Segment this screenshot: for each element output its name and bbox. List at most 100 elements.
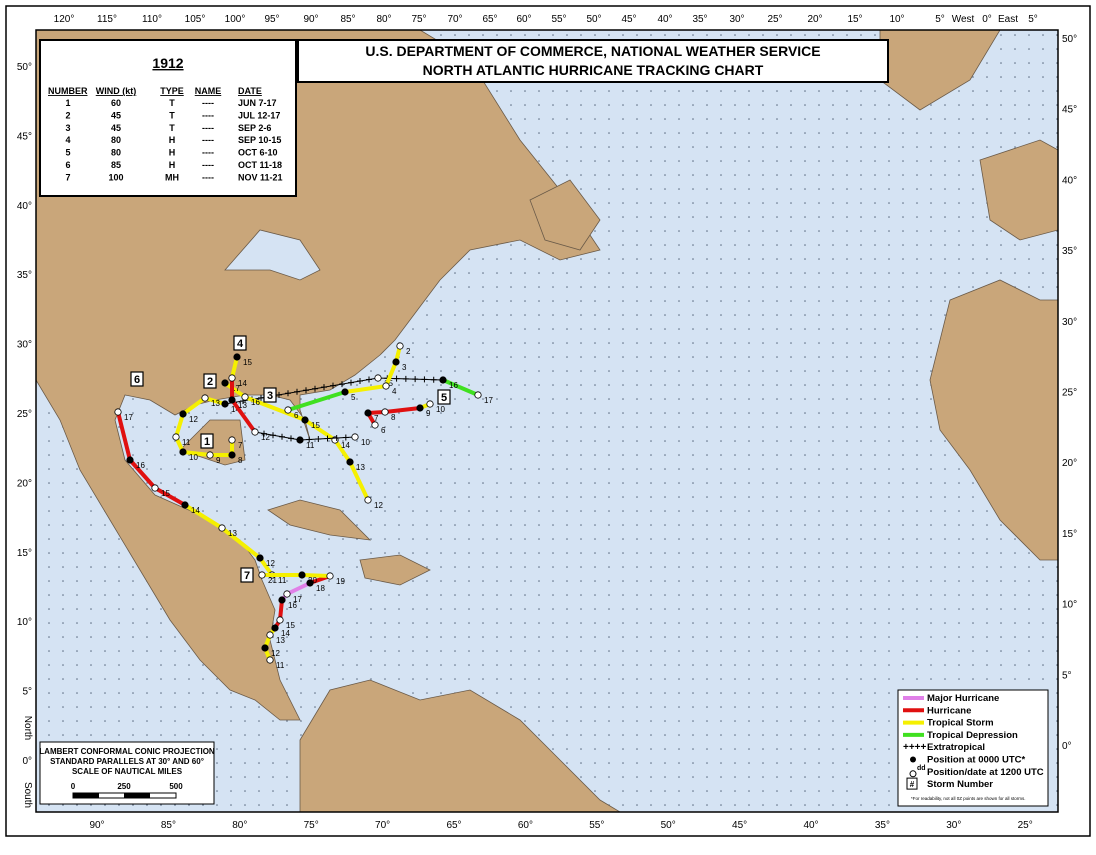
extratropical-cross bbox=[324, 435, 331, 442]
track-day-label: 11 bbox=[306, 441, 315, 450]
legend-swatch bbox=[909, 770, 917, 778]
extratropical-cross bbox=[339, 381, 345, 388]
storm-number-box bbox=[203, 373, 217, 389]
storm-number: 4 bbox=[237, 338, 244, 350]
track-day-label: 9 bbox=[216, 456, 221, 465]
track-position bbox=[179, 410, 187, 418]
table-cell: ---- bbox=[202, 172, 214, 182]
track-segment bbox=[303, 418, 337, 442]
track-day-label: 7 bbox=[238, 441, 243, 450]
track-day-label: 10 bbox=[436, 405, 445, 414]
track-position bbox=[228, 374, 236, 382]
track-segment bbox=[230, 398, 257, 434]
track-day-label: 13 bbox=[238, 401, 247, 410]
track-day-label: 14 bbox=[341, 441, 350, 450]
table-cell: JUL 12-17 bbox=[238, 110, 280, 120]
table-header: WIND (kt) bbox=[96, 86, 137, 96]
bottom-lon-label: 60° bbox=[518, 820, 533, 831]
bottom-lon-label: 75° bbox=[304, 820, 319, 831]
bottom-lon-label: 45° bbox=[732, 820, 747, 831]
table-cell: ---- bbox=[202, 98, 214, 108]
table-cell: 6 bbox=[65, 160, 70, 170]
track-position bbox=[201, 394, 209, 402]
track-day-label: 12 bbox=[261, 433, 270, 442]
track-position bbox=[396, 342, 404, 350]
track-day-label: 15 bbox=[286, 621, 295, 630]
track-position bbox=[266, 656, 274, 664]
top-lon-label: 55° bbox=[551, 14, 566, 25]
bottom-lon-label: 50° bbox=[661, 820, 676, 831]
extratropical-cross bbox=[430, 376, 437, 383]
track-position bbox=[266, 631, 274, 639]
top-lon-label: 0° bbox=[982, 14, 992, 25]
table-cell: T bbox=[169, 110, 175, 120]
track-segment bbox=[183, 503, 224, 530]
track-day-label: 11 bbox=[276, 661, 285, 670]
left-lat-label: 40° bbox=[17, 201, 32, 212]
great-lakes bbox=[224, 229, 321, 281]
track-day-label: 8 bbox=[238, 456, 243, 465]
track-day-label: 12 bbox=[266, 559, 275, 568]
africa bbox=[929, 279, 1058, 561]
track-segment bbox=[348, 460, 370, 502]
track-position bbox=[261, 644, 269, 652]
track-segment bbox=[181, 396, 207, 416]
track-day-label: 16 bbox=[251, 398, 260, 407]
track-segment bbox=[300, 573, 332, 578]
top-lon-label: 115° bbox=[97, 14, 117, 25]
track-segment bbox=[286, 390, 347, 412]
left-lat-label: 5° bbox=[22, 687, 32, 698]
storm-track: 2 3 4 5 6 3 bbox=[263, 342, 411, 420]
track-position bbox=[206, 451, 214, 459]
projection-text: SCALE OF NAUTICAL MILES bbox=[72, 767, 183, 776]
table-cell: 60 bbox=[111, 98, 121, 108]
track-day-label: 16 bbox=[288, 601, 297, 610]
track-position bbox=[233, 353, 241, 361]
track-day-label: 15 bbox=[311, 421, 320, 430]
track-position bbox=[301, 416, 309, 424]
track-position bbox=[228, 451, 236, 459]
right-lat-label: 10° bbox=[1062, 600, 1077, 611]
track-day-label: 11 bbox=[278, 576, 287, 585]
extratropical-cross bbox=[330, 382, 336, 389]
storm-number: 5 bbox=[441, 392, 447, 404]
storm-number-box bbox=[130, 371, 144, 387]
south-america bbox=[299, 679, 621, 812]
right-lat-label: 0° bbox=[1062, 741, 1072, 752]
track-segment bbox=[223, 381, 247, 399]
legend-swatch bbox=[906, 777, 918, 790]
legend-swatch bbox=[910, 756, 916, 763]
legend-label: Major Hurricane bbox=[927, 693, 999, 704]
bottom-lon-label: 65° bbox=[446, 820, 461, 831]
table-cell: 80 bbox=[111, 148, 121, 158]
track-day-label: 20 bbox=[308, 576, 317, 585]
top-lon-label: 95° bbox=[264, 14, 279, 25]
track-position bbox=[241, 393, 249, 401]
track-position bbox=[326, 572, 334, 580]
top-lon-label: 5° bbox=[935, 14, 945, 25]
track-day-label: 9 bbox=[426, 409, 431, 418]
left-lat-label: 15° bbox=[17, 548, 32, 559]
title-line: NORTH ATLANTIC HURRICANE TRACKING CHART bbox=[423, 62, 764, 78]
hispaniola bbox=[359, 554, 431, 586]
legend-swatch: ++++ bbox=[903, 742, 927, 753]
extratropical-cross bbox=[276, 391, 282, 398]
table-cell: 2 bbox=[65, 110, 70, 120]
track-position bbox=[416, 404, 424, 412]
newfoundland bbox=[529, 179, 601, 251]
extratropical-cross bbox=[258, 394, 264, 401]
right-lat-label: 15° bbox=[1062, 529, 1077, 540]
track-position bbox=[179, 448, 187, 456]
legend-label: Hurricane bbox=[927, 705, 971, 716]
track-day-label: 6 bbox=[381, 426, 386, 435]
track-segment bbox=[441, 378, 480, 397]
left-lat-label: 10° bbox=[17, 617, 32, 628]
track-segment bbox=[174, 412, 185, 439]
storm-number: 2 bbox=[207, 376, 213, 388]
table-cell: NOV 11-21 bbox=[238, 172, 283, 182]
table-cell: MH bbox=[165, 172, 179, 182]
extratropical-cross bbox=[333, 435, 340, 441]
top-lon-label: 90° bbox=[303, 14, 318, 25]
bottom-lon-label: 55° bbox=[589, 820, 604, 831]
